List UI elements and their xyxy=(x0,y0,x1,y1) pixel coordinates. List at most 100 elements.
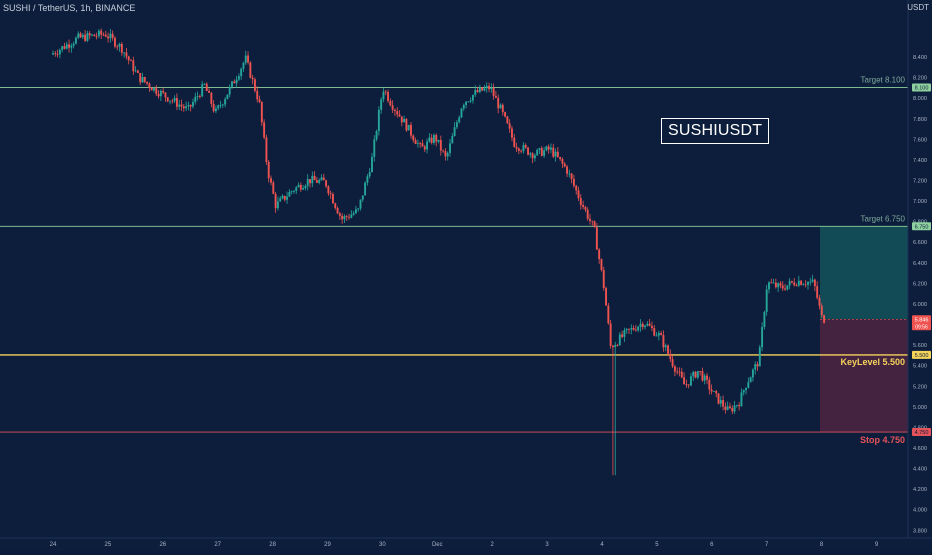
candle-body xyxy=(820,305,823,316)
candle-body xyxy=(531,153,534,159)
candle-body xyxy=(348,216,350,218)
candle-body xyxy=(690,376,692,386)
candle-body xyxy=(322,177,325,181)
price-tick-label: 4.200 xyxy=(913,487,927,493)
candle-body xyxy=(136,70,139,73)
candle-body xyxy=(155,87,158,94)
candle-body xyxy=(444,151,447,157)
candle-body xyxy=(802,284,805,286)
candle-body xyxy=(556,151,559,157)
candle-body xyxy=(566,166,568,174)
candle-body xyxy=(644,325,647,328)
candle-body xyxy=(414,140,417,145)
candle-body xyxy=(224,99,227,105)
candle-body xyxy=(623,330,626,337)
candle-body xyxy=(538,148,541,150)
candle-body xyxy=(662,335,665,348)
candle-body xyxy=(816,286,819,298)
candle-body xyxy=(290,191,293,193)
candle-body xyxy=(768,282,770,290)
candle-body xyxy=(494,96,497,98)
candle-body xyxy=(286,196,289,200)
candle-body xyxy=(602,270,605,288)
candle-body xyxy=(781,285,784,289)
candle-body xyxy=(481,87,484,91)
candle-body xyxy=(614,344,617,348)
badge-target xyxy=(912,222,931,231)
candle-body xyxy=(371,156,373,173)
candle-body xyxy=(501,104,504,113)
candle-body xyxy=(545,146,548,151)
candle-body xyxy=(231,81,233,87)
candle-body xyxy=(384,91,387,93)
candle-body xyxy=(159,90,162,97)
candle-body xyxy=(446,152,449,157)
candle-body xyxy=(485,85,488,89)
badge-text: 8.100 xyxy=(915,85,929,91)
candle-body xyxy=(274,193,277,209)
candle-body xyxy=(763,312,766,327)
level-label-stop: Stop 4.750 xyxy=(860,435,905,445)
candle-body xyxy=(276,201,279,209)
candle-body xyxy=(550,147,552,150)
candle-body xyxy=(657,333,660,336)
time-tick-label: 4 xyxy=(600,542,604,548)
candle-body xyxy=(506,116,509,124)
candle-body xyxy=(432,135,435,143)
candle-body xyxy=(784,288,786,290)
time-axis[interactable]: 24 25 26 27 28 29 30 Dec 2 3 4 5 6 7 8 9 xyxy=(50,542,879,548)
profit-zone xyxy=(820,226,908,320)
candle-body xyxy=(699,370,702,372)
candle-body xyxy=(634,329,637,331)
candle-body xyxy=(589,218,591,221)
candle-body xyxy=(770,282,773,284)
candle-body xyxy=(256,90,259,100)
candle-body xyxy=(205,83,208,92)
candle-body xyxy=(667,345,669,354)
candle-body xyxy=(387,92,389,101)
candle-body xyxy=(611,345,614,348)
candle-body xyxy=(490,88,493,90)
candle-body xyxy=(625,328,628,331)
candle-body xyxy=(377,109,380,132)
candle-body xyxy=(747,382,750,388)
candle-body xyxy=(692,371,695,377)
candle-body xyxy=(281,195,284,199)
level-label-target: Target 8.100 xyxy=(861,75,906,84)
candle-body xyxy=(694,371,697,378)
candle-body xyxy=(405,118,408,131)
candle-body xyxy=(430,137,433,143)
badge-stop xyxy=(912,428,931,437)
price-tick-label: 8.400 xyxy=(913,55,927,61)
candle-body xyxy=(86,33,89,41)
candle-body xyxy=(655,335,658,337)
candle-body xyxy=(600,259,603,271)
candle-body xyxy=(515,146,518,149)
candle-body xyxy=(180,104,183,107)
price-tick-label: 7.000 xyxy=(913,199,927,205)
candle-body xyxy=(772,282,775,284)
time-tick-label: 7 xyxy=(765,542,769,548)
candle-body xyxy=(618,334,621,346)
current-price-text: 5.846 xyxy=(915,317,929,323)
candle-body xyxy=(472,94,474,101)
candle-body xyxy=(786,285,789,290)
price-tick-label: 5.400 xyxy=(913,364,927,370)
badge-keylevel xyxy=(912,350,931,359)
time-tick-label: 6 xyxy=(710,542,714,548)
candle-body xyxy=(428,137,431,142)
candle-body xyxy=(288,191,291,197)
candle-body xyxy=(533,155,536,159)
candle-body xyxy=(451,136,454,144)
candle-body xyxy=(361,195,364,200)
candle-body xyxy=(492,88,495,97)
candle-body xyxy=(717,393,720,404)
candle-body xyxy=(91,34,93,36)
candle-body xyxy=(214,108,217,112)
candle-body xyxy=(65,44,68,49)
candle-body xyxy=(520,150,523,152)
candle-body xyxy=(575,185,578,191)
